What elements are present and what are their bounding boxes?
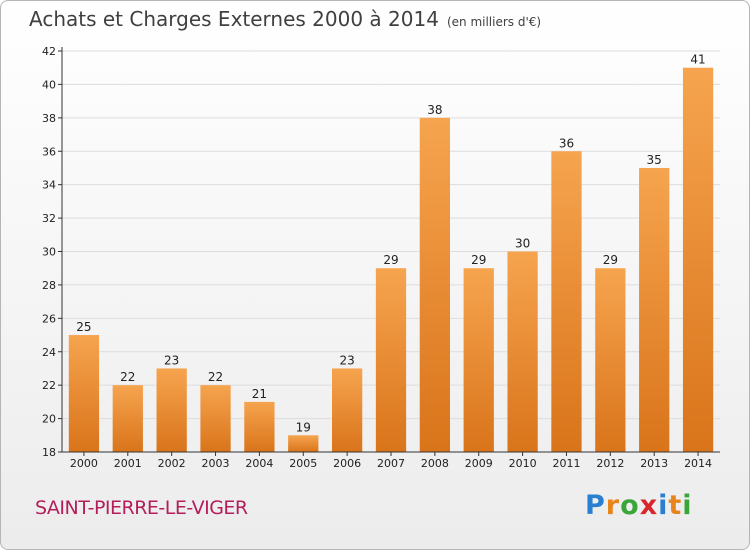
x-tick-label-2005: 2005 bbox=[289, 457, 317, 470]
data-label-2009: 29 bbox=[471, 253, 486, 267]
data-label-2002: 23 bbox=[164, 353, 179, 367]
y-tick-label: 38 bbox=[42, 112, 56, 125]
data-label-2001: 22 bbox=[120, 370, 135, 384]
x-tick-label-2002: 2002 bbox=[158, 457, 186, 470]
bar-2009 bbox=[463, 268, 494, 452]
y-tick-label: 24 bbox=[42, 346, 56, 359]
logo-letter: i bbox=[658, 490, 669, 521]
x-tick-label-2013: 2013 bbox=[640, 457, 668, 470]
logo-letter: x bbox=[639, 490, 659, 521]
place-name: SAINT-PIERRE-LE-VIGER bbox=[35, 497, 248, 519]
x-tick-label-2008: 2008 bbox=[421, 457, 449, 470]
data-label-2013: 35 bbox=[647, 153, 662, 167]
bar-2007 bbox=[375, 268, 407, 452]
data-label-2004: 21 bbox=[252, 387, 267, 401]
data-label-2011: 36 bbox=[559, 136, 574, 150]
y-tick-label: 20 bbox=[42, 413, 56, 426]
x-tick-label-2007: 2007 bbox=[377, 457, 405, 470]
x-tick-label-2004: 2004 bbox=[245, 457, 273, 470]
data-label-2010: 30 bbox=[515, 237, 530, 251]
data-label-2014: 41 bbox=[690, 53, 705, 67]
data-label-2005: 19 bbox=[296, 420, 311, 434]
x-tick-label-2001: 2001 bbox=[114, 457, 142, 470]
x-tick-label-2012: 2012 bbox=[596, 457, 624, 470]
data-label-2003: 22 bbox=[208, 370, 223, 384]
chart-title-text: Achats et Charges Externes 2000 à 2014 bbox=[29, 7, 439, 31]
data-label-2008: 38 bbox=[427, 103, 442, 117]
bar-2014 bbox=[682, 67, 714, 452]
y-tick-label: 18 bbox=[42, 446, 56, 459]
logo-letter: i bbox=[682, 490, 693, 521]
y-tick-label: 40 bbox=[42, 78, 56, 91]
y-tick-label: 26 bbox=[42, 312, 56, 325]
x-tick-label-2014: 2014 bbox=[684, 457, 712, 470]
bar-2001 bbox=[112, 385, 143, 452]
data-label-2006: 23 bbox=[339, 353, 354, 367]
bar-2005 bbox=[288, 435, 319, 452]
bar-2008 bbox=[419, 117, 451, 452]
bar-2002 bbox=[156, 368, 187, 452]
chart-unit: (en milliers d'€) bbox=[446, 15, 542, 29]
y-tick-label: 22 bbox=[42, 379, 56, 392]
bar-2010 bbox=[507, 251, 538, 452]
bar-2006 bbox=[331, 368, 363, 452]
y-tick-label: 42 bbox=[42, 45, 56, 58]
data-label-2012: 29 bbox=[603, 253, 618, 267]
bar-2003 bbox=[200, 385, 231, 452]
axes: 18 20 22 24 26 28 30 32 34 36 38 40 42 2000 2001 2002 20… bbox=[42, 45, 720, 470]
bar-2004 bbox=[244, 401, 275, 452]
x-tick-label-2003: 2003 bbox=[202, 457, 230, 470]
y-tick-label: 30 bbox=[42, 246, 56, 259]
proxiti-logo[interactable]: Proxiti bbox=[585, 490, 693, 521]
x-tick-label-2000: 2000 bbox=[70, 457, 98, 470]
chart-title: Achats et Charges Externes 2000 à 2014 (e… bbox=[29, 7, 541, 31]
y-tick-label: 36 bbox=[42, 145, 56, 158]
bars: 25 22 23 22 21 19 23 29 38 29 30 36 29 35 41 bbox=[68, 53, 714, 453]
y-tick-label: 32 bbox=[42, 212, 56, 225]
logo-letter: o bbox=[620, 490, 640, 521]
y-tick-label: 34 bbox=[42, 179, 56, 192]
bar-2013 bbox=[639, 167, 670, 453]
x-tick-label-2010: 2010 bbox=[509, 457, 537, 470]
data-label-2007: 29 bbox=[383, 253, 398, 267]
logo-letter: t bbox=[668, 490, 683, 521]
x-tick-label-2011: 2011 bbox=[552, 457, 580, 470]
bar-2012 bbox=[595, 268, 626, 452]
y-tick-label: 28 bbox=[42, 279, 56, 292]
data-label-2000: 25 bbox=[76, 320, 91, 334]
x-tick-label-2006: 2006 bbox=[333, 457, 361, 470]
bar-2011 bbox=[551, 151, 582, 452]
bar-2000 bbox=[68, 335, 100, 452]
x-tick-label-2009: 2009 bbox=[465, 457, 493, 470]
logo-letter: r bbox=[605, 490, 621, 521]
logo-letter: P bbox=[585, 490, 606, 521]
